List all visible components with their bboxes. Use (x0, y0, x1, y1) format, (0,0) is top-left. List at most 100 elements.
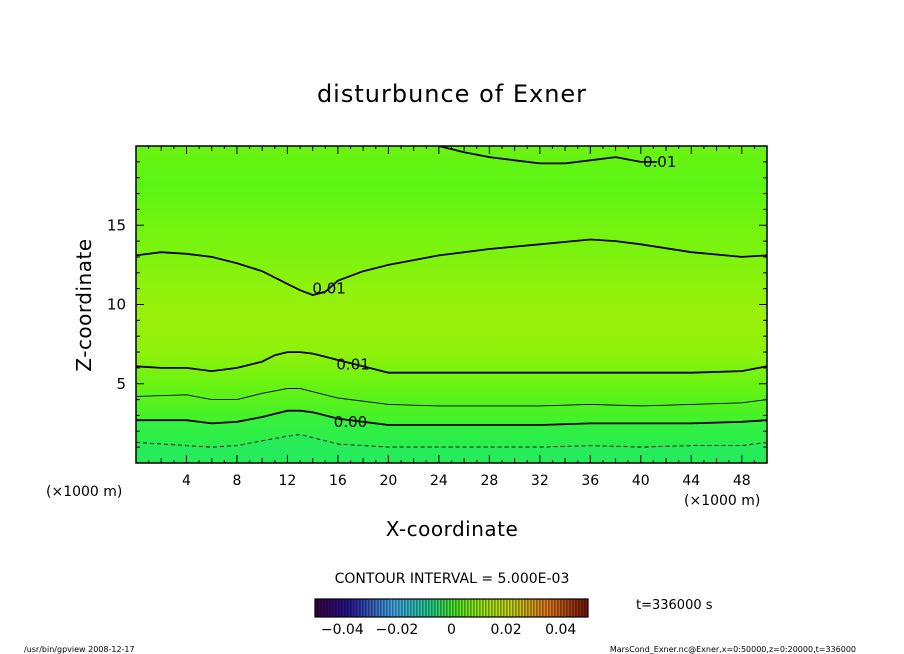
colorbar-cell (404, 598, 409, 618)
colorbar-cell (548, 598, 553, 618)
colorbar-tick-label: −0.04 (321, 622, 364, 638)
y-tick-label: 5 (116, 375, 126, 393)
colorbar-cell (554, 598, 559, 618)
x-tick-label: 16 (329, 473, 347, 489)
contour-line (136, 388, 767, 407)
contour-line (136, 351, 767, 374)
contour-line (438, 146, 658, 165)
colorbar-cell (440, 598, 445, 618)
colorbar-cell (413, 598, 418, 618)
colorbar-cell (371, 598, 376, 618)
contour-label: 0.01 (336, 356, 369, 374)
x-tick-label: 44 (682, 473, 700, 489)
colorbar-cell (503, 598, 508, 618)
x-units-right: (×1000 m) (684, 493, 760, 509)
colorbar-cell (431, 598, 436, 618)
y-tick-label: 10 (107, 296, 126, 314)
colorbar-tick-label: −0.02 (375, 622, 418, 638)
colorbar-cell (341, 598, 346, 618)
colorbar-cell (512, 598, 517, 618)
colorbar-cell (581, 598, 586, 618)
x-tick-label: 40 (632, 473, 650, 489)
contour-fill-background (136, 146, 767, 463)
y-axis-label: Z-coordinate (72, 238, 96, 371)
colorbar-cell (425, 598, 430, 618)
colorbar-cell (449, 598, 454, 618)
colorbar-cell (377, 598, 382, 618)
colorbar-cell (539, 598, 544, 618)
colorbar-cell (332, 598, 337, 618)
colorbar-cell (335, 598, 340, 618)
colorbar-cell (560, 598, 565, 618)
colorbar-cell (401, 598, 406, 618)
colorbar-cell (488, 598, 493, 618)
time-label: t=336000 s (636, 598, 713, 613)
colorbar-cell (446, 598, 451, 618)
colorbar-cell (323, 598, 328, 618)
colorbar-cell (320, 598, 325, 618)
colorbar-cell (419, 598, 424, 618)
colorbar-cell (509, 598, 514, 618)
y-tick-label: 15 (107, 216, 126, 234)
colorbar-cell (578, 598, 583, 618)
colorbar-cell (557, 598, 562, 618)
colorbar-cell (572, 598, 577, 618)
colorbar-cell (359, 598, 364, 618)
colorbar-cell (461, 598, 466, 618)
colorbar-cell (437, 598, 442, 618)
footer-left: /usr/bin/gpview 2008-12-17 (24, 645, 135, 654)
colorbar-cell (515, 598, 520, 618)
contour-line (136, 238, 767, 296)
colorbar-cell (518, 598, 523, 618)
colorbar-cell (344, 598, 349, 618)
colorbar-cell (443, 598, 448, 618)
colorbar-cell (470, 598, 475, 618)
colorbar-cell (527, 598, 532, 618)
colorbar-cell (506, 598, 511, 618)
colorbar-cell (389, 598, 394, 618)
colorbar-cell (374, 598, 379, 618)
colorbar-cell (329, 598, 334, 618)
colorbar-cell (479, 598, 484, 618)
colorbar-cell (407, 598, 412, 618)
footer-right: MarsCond_Exner.nc@Exner,x=0:50000,z=0:20… (610, 645, 856, 654)
colorbar-cell (545, 598, 550, 618)
colorbar-cell (368, 598, 373, 618)
x-tick-label: 8 (232, 473, 241, 489)
x-tick-label: 20 (379, 473, 397, 489)
colorbar-cell (482, 598, 487, 618)
colorbar-cell (530, 598, 535, 618)
colorbar-cell (383, 598, 388, 618)
colorbar-cell (398, 598, 403, 618)
colorbar-cell (476, 598, 481, 618)
contour-line (136, 409, 767, 426)
colorbar-cell (395, 598, 400, 618)
colorbar-cell (422, 598, 427, 618)
x-tick-label: 32 (531, 473, 549, 489)
colorbar-cell (353, 598, 358, 618)
colorbar-cell (362, 598, 367, 618)
colorbar-cell (410, 598, 415, 618)
colorbar (314, 598, 589, 618)
colorbar-cell (416, 598, 421, 618)
colorbar-tick-label: 0.02 (491, 622, 522, 638)
colorbar-cell (464, 598, 469, 618)
x-axis-label: X-coordinate (386, 517, 519, 541)
colorbar-cell (347, 598, 352, 618)
colorbar-cell (326, 598, 331, 618)
colorbar-cell (386, 598, 391, 618)
colorbar-cell (524, 598, 529, 618)
colorbar-cell (566, 598, 571, 618)
x-tick-label: 12 (279, 473, 297, 489)
colorbar-cell (494, 598, 499, 618)
contour-label: 0.01 (643, 153, 676, 171)
colorbar-cell (338, 598, 343, 618)
x-tick-label: 24 (430, 473, 448, 489)
colorbar-cell (473, 598, 478, 618)
contour-label: 0.01 (312, 280, 345, 298)
colorbar-cell (428, 598, 433, 618)
colorbar-cell (452, 598, 457, 618)
colorbar-cell (575, 598, 580, 618)
colorbar-cell (521, 598, 526, 618)
